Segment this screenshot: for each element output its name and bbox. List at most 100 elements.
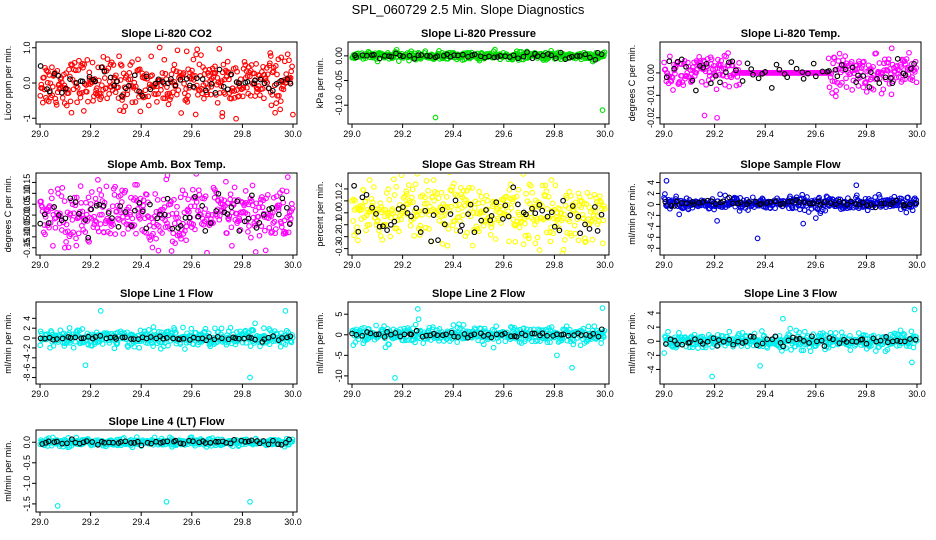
data-point: [363, 335, 369, 342]
data-point: [113, 72, 119, 79]
data-point: [788, 346, 794, 353]
data-point: [902, 61, 909, 68]
data-point: [48, 195, 55, 202]
data-point: [135, 56, 141, 63]
mean-point: [515, 55, 521, 62]
mean-point: [221, 209, 228, 216]
data-point: [761, 332, 767, 339]
data-points: [349, 174, 608, 254]
data-point: [423, 177, 430, 184]
mean-point: [212, 90, 219, 96]
mean-point: [544, 213, 551, 220]
mean-point: [100, 203, 107, 209]
x-tick-label: 29.8: [858, 129, 876, 139]
mean-point: [136, 199, 143, 206]
data-point: [174, 203, 180, 210]
data-point: [266, 60, 273, 67]
mean-point: [397, 52, 403, 59]
data-point: [544, 206, 551, 212]
mean-point: [590, 330, 597, 337]
data-point: [116, 217, 122, 223]
data-point: [184, 99, 191, 105]
data-point: [145, 93, 152, 100]
mean-point: [867, 69, 874, 75]
data-point: [174, 47, 181, 54]
x-tick-label: 29.0: [343, 129, 361, 139]
mean-point: [260, 212, 267, 218]
data-point: [164, 84, 170, 90]
data-point: [438, 189, 445, 196]
data-point: [111, 345, 118, 352]
y-tick-label: 5: [334, 312, 344, 317]
data-point: [280, 86, 287, 93]
data-point: [759, 343, 766, 350]
outlier-point: [888, 45, 895, 52]
data-point: [386, 196, 393, 203]
data-point: [178, 110, 185, 116]
data-point: [477, 209, 484, 216]
outlier-point: [569, 364, 575, 371]
mean-point: [373, 211, 379, 217]
data-point: [50, 242, 56, 249]
mean-point: [666, 58, 673, 65]
outlier-point: [392, 375, 398, 381]
data-point: [129, 59, 135, 65]
mean-point: [842, 66, 849, 73]
mean-point: [592, 204, 598, 210]
mean-point: [883, 334, 889, 340]
data-point: [913, 197, 920, 203]
panel-title: Slope Line 1 Flow: [120, 288, 213, 300]
mean-point: [534, 53, 541, 59]
mean-point: [784, 74, 791, 81]
y-tick-label: -0.01: [646, 85, 656, 106]
x-tick-label: 29.2: [706, 129, 724, 139]
data-point: [749, 194, 756, 201]
data-point: [564, 229, 571, 236]
data-point: [451, 180, 457, 187]
mean-point: [859, 336, 866, 343]
mean-point: [679, 341, 686, 348]
data-point: [98, 94, 105, 100]
data-point: [272, 226, 279, 232]
mean-point: [844, 201, 851, 208]
outlier-point: [247, 374, 253, 381]
data-point: [289, 205, 296, 212]
data-point: [45, 69, 51, 75]
data-points: [37, 434, 296, 509]
data-point: [441, 212, 448, 219]
mean-point: [772, 333, 779, 340]
data-point: [77, 183, 84, 189]
data-point: [274, 71, 280, 78]
y-tick-label: -0.5: [22, 455, 32, 471]
data-point: [212, 63, 218, 70]
data-point: [210, 220, 216, 226]
mean-point: [269, 87, 276, 94]
data-point: [225, 216, 232, 223]
data-point: [444, 242, 451, 249]
mean-point: [540, 52, 546, 59]
outlier-point: [282, 308, 289, 314]
data-point: [181, 80, 187, 87]
mean-point: [279, 195, 286, 202]
mean-point: [788, 59, 795, 65]
data-point: [143, 191, 150, 198]
data-point: [271, 218, 278, 225]
data-point: [513, 222, 519, 228]
mean-point: [131, 72, 138, 79]
data-point: [207, 91, 214, 98]
data-point: [733, 82, 740, 89]
mean-point: [662, 198, 669, 205]
mean-point: [78, 335, 85, 342]
data-point: [107, 230, 114, 237]
data-point: [182, 346, 188, 352]
data-point: [63, 221, 70, 228]
mean-point: [894, 56, 901, 62]
data-point: [709, 196, 716, 202]
data-point: [218, 78, 225, 84]
data-point: [480, 341, 487, 348]
plot-frame: [659, 41, 922, 125]
data-point: [173, 91, 180, 98]
mean-point: [471, 331, 478, 338]
data-point: [396, 228, 402, 235]
mean-point: [119, 334, 126, 341]
